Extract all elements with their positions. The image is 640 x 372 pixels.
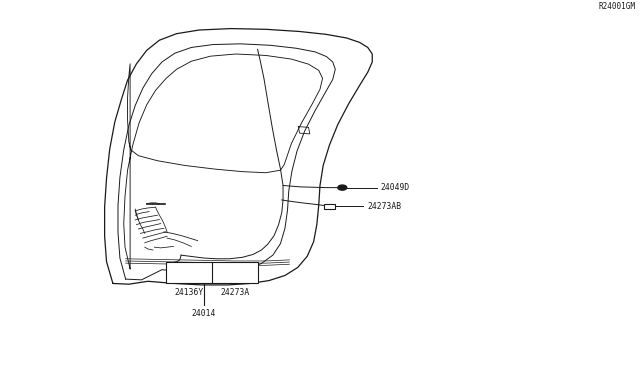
Bar (166, 262, 258, 283)
Text: 24136Y: 24136Y (174, 288, 204, 297)
Circle shape (338, 185, 347, 190)
Text: 24014: 24014 (192, 309, 216, 318)
Text: 24273A: 24273A (220, 288, 250, 297)
Bar (173, 264, 234, 270)
Text: 24049D: 24049D (381, 183, 410, 192)
Text: 24273AB: 24273AB (368, 202, 402, 211)
Text: 24276U: 24276U (177, 267, 207, 276)
Text: R24001GM: R24001GM (598, 2, 636, 11)
Bar (324, 203, 335, 209)
